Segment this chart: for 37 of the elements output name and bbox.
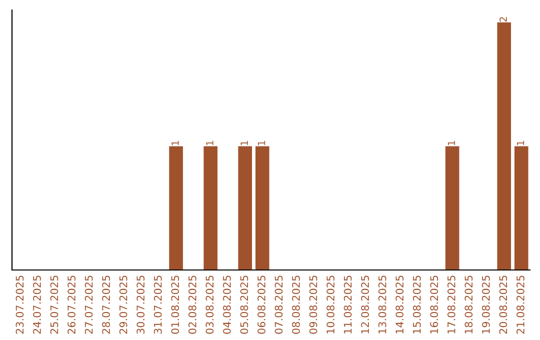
x-tick-label: 16.08.2025 [430, 276, 438, 334]
x-tick-label: 10.08.2025 [326, 276, 334, 334]
x-tick-label: 02.08.2025 [188, 276, 196, 334]
x-tick-label: 30.07.2025 [136, 276, 145, 334]
x-tick-label: 14.08.2025 [396, 276, 404, 334]
x-tick-label: 23.07.2025 [16, 276, 24, 334]
x-tick-label: 04.08.2025 [222, 276, 231, 334]
x-tick-label: 24.07.2025 [33, 276, 41, 334]
x-tick-label: 15.08.2025 [412, 276, 421, 334]
x-tick-label: 03.08.2025 [206, 276, 214, 334]
x-tick-label: 28.07.2025 [102, 276, 110, 334]
x-tick-label: 17.08.2025 [447, 276, 456, 334]
x-tick-label: 18.08.2025 [464, 276, 473, 334]
x-tick-label: 09.08.2025 [309, 276, 318, 334]
x-tick-label: 06.08.2025 [258, 276, 266, 334]
x-tick-label: 05.08.2025 [240, 276, 248, 334]
x-tick-label: 29.07.2025 [119, 276, 128, 334]
data-label: 1 [258, 140, 266, 146]
data-label: 1 [206, 140, 214, 146]
x-tick-label: 11.08.2025 [344, 276, 352, 334]
data-label: 2 [500, 17, 507, 22]
data-label: 1 [172, 140, 179, 146]
x-tick-label: 27.07.2025 [84, 276, 93, 334]
data-label: 1 [240, 140, 248, 146]
x-tick-label: 07.08.2025 [274, 276, 283, 334]
x-tick-label: 20.08.2025 [499, 276, 508, 334]
data-label: 1 [448, 140, 455, 146]
x-tick-label: 31.07.2025 [154, 276, 162, 334]
x-tick-label: 12.08.2025 [361, 276, 369, 334]
x-tick-label: 25.07.2025 [50, 276, 58, 334]
x-tick-label: 08.08.2025 [292, 276, 300, 334]
data-label: 1 [516, 140, 524, 146]
x-tick-label: 26.07.2025 [68, 276, 76, 334]
x-tick-label: 21.08.2025 [516, 276, 524, 334]
x-tick-label: 01.08.2025 [171, 276, 180, 334]
x-tick-label: 19.08.2025 [482, 276, 490, 334]
x-tick-label: 13.08.2025 [378, 276, 386, 334]
